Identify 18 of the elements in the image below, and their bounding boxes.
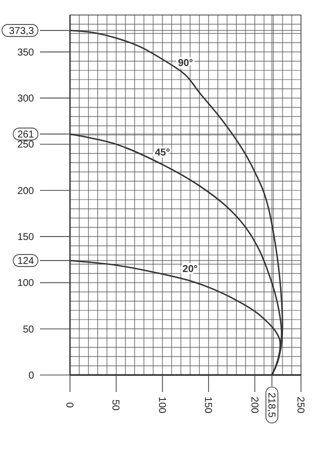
x-tick-label: 250 [294, 396, 306, 414]
y-tick-label: 350 [17, 47, 34, 58]
x-tick-label: 100 [156, 396, 167, 414]
x-tick-label: 200 [248, 396, 260, 414]
x-tick-label: 0 [64, 402, 74, 408]
y-tick-label: 124 [17, 256, 34, 268]
x-tick-label: 150 [202, 396, 214, 414]
y-tick-label: 100 [17, 278, 34, 290]
y-tick-label: 150 [17, 232, 34, 244]
y-tick-label: 300 [17, 94, 34, 105]
y-tick-label: 261 [17, 130, 34, 141]
x-tick-label: 218,5 [265, 392, 276, 418]
y-tick-label: 250 [17, 140, 34, 151]
y-tick-label: 0 [28, 370, 34, 382]
y-tick-label: 50 [22, 324, 34, 336]
x-tick-label: 50 [110, 399, 121, 411]
y-tick-label: 373,3 [8, 26, 34, 37]
y-tick-label: 200 [17, 186, 34, 197]
